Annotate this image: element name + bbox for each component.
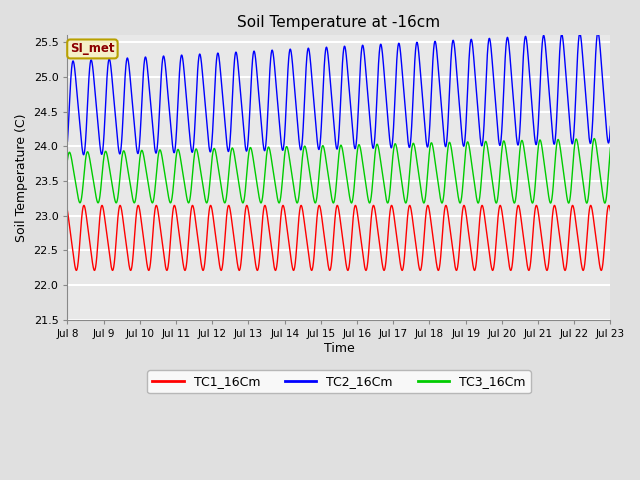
X-axis label: Time: Time <box>324 342 355 355</box>
Text: SI_met: SI_met <box>70 42 115 56</box>
Title: Soil Temperature at -16cm: Soil Temperature at -16cm <box>237 15 440 30</box>
Legend: TC1_16Cm, TC2_16Cm, TC3_16Cm: TC1_16Cm, TC2_16Cm, TC3_16Cm <box>147 370 531 393</box>
Y-axis label: Soil Temperature (C): Soil Temperature (C) <box>15 113 28 242</box>
